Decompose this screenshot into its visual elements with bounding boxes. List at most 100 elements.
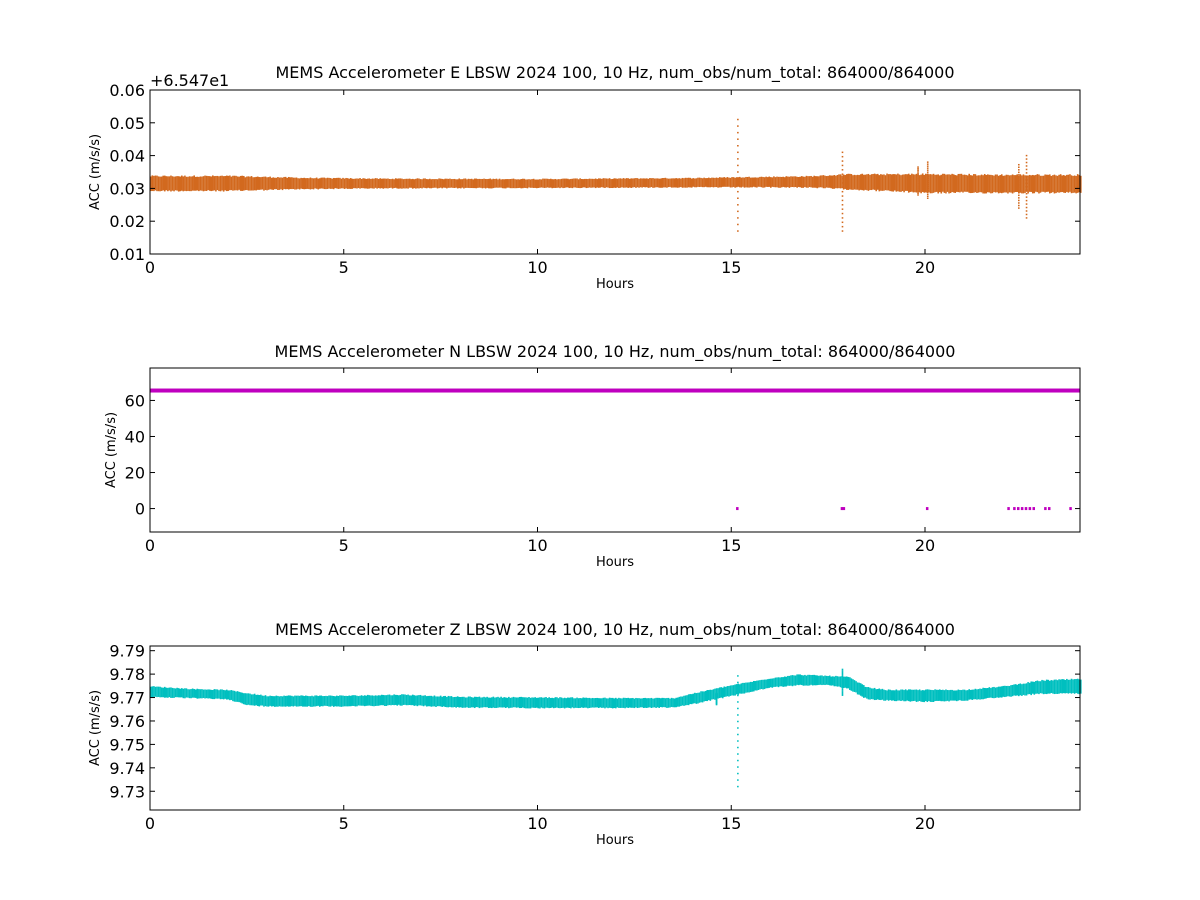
panel-z-point-column-587 <box>1059 679 1062 694</box>
panel-z-point-column-48 <box>224 690 226 699</box>
panel-z-point-column-596 <box>1073 679 1076 694</box>
panel-e-point-column-227 <box>501 179 504 189</box>
panel-z-point-column-236 <box>515 697 518 708</box>
panel-e-outlier-point-3 <box>1025 196 1028 198</box>
panel-e-point-column-67 <box>253 177 256 191</box>
panel-z-outlier-point-1 <box>841 680 844 682</box>
panel-z-point-column-336 <box>670 697 673 707</box>
panel-z-x-tick-label: 5 <box>339 814 349 833</box>
panel-e-point-column-561 <box>1019 174 1022 193</box>
panel-e-point-column-298 <box>611 178 614 189</box>
panel-z-point-column-475 <box>886 690 888 700</box>
panel-z-x-tick-label: 10 <box>527 814 547 833</box>
panel-z-point-column-248 <box>534 697 536 708</box>
panel-z-point-column-378 <box>735 684 738 695</box>
panel-z-point-column-569 <box>1031 681 1034 694</box>
panel-e-point-column-361 <box>709 178 712 188</box>
panel-e-x-axis-label: Hours <box>596 277 634 292</box>
panel-z-point-column-600 <box>1080 679 1082 694</box>
panel-e-point-column-43 <box>216 175 219 191</box>
panel-e-outlier-point-5 <box>917 194 919 196</box>
panel-z-point-column-87 <box>284 695 287 707</box>
panel-z-point-column-480 <box>894 690 896 702</box>
panel-z-point-column-535 <box>979 688 981 700</box>
panel-z-point-column-183 <box>433 695 436 707</box>
panel-z-point-column-363 <box>712 689 715 700</box>
panel-e-point-column-311 <box>632 178 634 188</box>
panel-z-point-column-119 <box>334 696 337 707</box>
panel-z-point-column-532 <box>974 688 977 700</box>
panel-z-point-column-221 <box>492 696 495 708</box>
panel-z-point-column-464 <box>869 687 871 700</box>
panel-z-point-column-246 <box>531 697 533 708</box>
panel-e-outlier-point-0 <box>737 230 739 232</box>
panel-z-point-column-442 <box>835 675 837 687</box>
panel-z-y-tick-label: 9.76 <box>109 712 145 731</box>
panel-e-point-column-383 <box>743 177 746 188</box>
panel-e-point-column-160 <box>398 178 400 189</box>
panel-z-point-column-393 <box>759 680 761 690</box>
panel-e-point-column-444 <box>838 174 840 189</box>
panel-e-point-column-308 <box>627 178 629 188</box>
panel-z-point-column-382 <box>742 682 744 694</box>
panel-e-point-column-537 <box>982 175 984 194</box>
panel-z-point-column-403 <box>774 677 777 687</box>
panel-z-point-column-109 <box>318 695 321 707</box>
panel-e-point-column-362 <box>711 177 713 188</box>
panel-z-point-column-268 <box>565 698 567 708</box>
panel-z-point-column-226 <box>500 696 502 708</box>
panel-z-point-column-222 <box>494 697 496 709</box>
panel-e-point-column-400 <box>770 177 772 188</box>
panel-e-point-column-37 <box>207 176 209 191</box>
panel-z-point-column-191 <box>446 696 448 708</box>
panel-e-point-column-28 <box>193 175 195 191</box>
panel-z-point-column-433 <box>821 675 823 686</box>
panel-z-point-column-540 <box>987 688 989 698</box>
panel-e-point-column-485 <box>901 174 904 192</box>
panel-e-point-column-177 <box>424 178 426 189</box>
panel-e-outlier-point-5 <box>917 169 919 172</box>
panel-e-point-column-393 <box>759 176 761 187</box>
panel-e-point-column-282 <box>587 179 589 188</box>
panel-e-point-column-540 <box>987 174 989 193</box>
panel-e-point-column-234 <box>512 178 515 189</box>
panel-z-point-column-211 <box>477 696 479 708</box>
panel-z-point-column-361 <box>709 689 712 701</box>
panel-e-point-column-464 <box>869 174 871 191</box>
panel-z-point-column-511 <box>942 689 944 702</box>
panel-e-point-column-45 <box>219 175 222 192</box>
panel-e-point-column-315 <box>638 178 640 188</box>
panel-e-point-column-522 <box>959 173 961 193</box>
panel-e-point-column-381 <box>740 177 743 188</box>
panel-e-point-column-278 <box>580 178 583 188</box>
panel-e-point-column-82 <box>277 177 279 191</box>
panel-e-outlier-point-0 <box>737 164 739 167</box>
panel-z-point-column-35 <box>204 689 206 699</box>
panel-e-outlier-point-4 <box>1018 163 1020 166</box>
panel-e-outlier-point-4 <box>1018 189 1020 191</box>
panel-z-point-column-95 <box>297 695 299 707</box>
panel-z-point-column-349 <box>690 694 693 705</box>
panel-z-point-column-497 <box>920 690 922 702</box>
panel-e-outlier-point-3 <box>1025 217 1028 219</box>
panel-z-point-column-129 <box>349 695 352 707</box>
panel-z-point-column-169 <box>411 694 414 706</box>
panel-e-x-tick-label: 10 <box>527 258 547 277</box>
panel-z-point-column-174 <box>419 694 422 706</box>
panel-z-point-column-237 <box>517 697 519 708</box>
panel-e-point-column-292 <box>602 178 605 188</box>
panel-z-y-tick-label: 9.79 <box>109 642 145 661</box>
panel-e-outlier-point-0 <box>737 204 739 206</box>
panel-e-point-column-22 <box>184 175 186 191</box>
panel-e-point-column-532 <box>974 174 977 193</box>
panel-e-outlier-point-3 <box>1025 158 1028 160</box>
panel-z-point-column-244 <box>528 697 530 709</box>
panel-z-point-column-329 <box>659 698 662 708</box>
panel-z-point-column-142 <box>370 695 372 706</box>
panel-z-y-tick-label: 9.78 <box>109 665 145 684</box>
panel-e-point-column-299 <box>613 178 616 188</box>
panel-e-point-column-95 <box>297 178 299 189</box>
panel-e-outlier-point-4 <box>1018 197 1020 199</box>
panel-e-point-column-145 <box>374 178 377 188</box>
